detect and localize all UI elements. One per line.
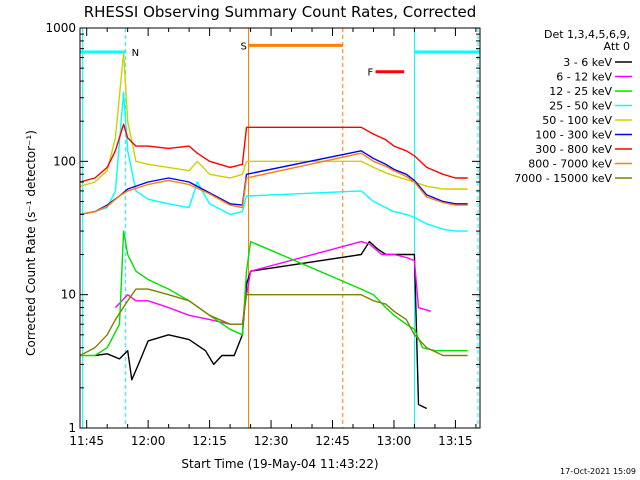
legend-label-12-25-kev: 12 - 25 keV: [549, 85, 612, 98]
legend: Det 1,3,4,5,6,9,Att 0 3 - 6 keV 6 - 12 keV…: [514, 28, 632, 185]
y-tick-label: 100: [53, 154, 76, 168]
flare-label: F: [368, 68, 374, 79]
x-tick-label: 12:45: [315, 434, 350, 448]
tick-layer: 11:45 12:00 12:15 12:30 12:45 13:00 13:15 1 10 10…: [45, 21, 480, 448]
series-line-3-6-kev: [94, 240, 428, 410]
annotation-layer: N S F: [80, 28, 480, 428]
series-line-12-25-kev: [80, 230, 468, 357]
legend-label-7000-15000-kev: 7000 - 15000 keV: [514, 172, 612, 185]
y-tick-label: 10: [61, 288, 76, 302]
night-label: N: [132, 48, 139, 59]
x-tick-label: 11:45: [69, 434, 104, 448]
legend-header-line: Det 1,3,4,5,6,9,: [544, 28, 630, 41]
legend-label-300-800-kev: 300 - 800 keV: [535, 143, 612, 156]
series-line-800-7000-kev: [79, 152, 468, 216]
series-line-100-300-kev: [79, 150, 468, 216]
saa-label: S: [241, 41, 247, 52]
legend-label-50-100-kev: 50 - 100 keV: [542, 114, 612, 127]
series-line-7000-15000-kev: [79, 288, 468, 357]
x-tick-label: 12:00: [131, 434, 166, 448]
x-tick-label: 13:15: [438, 434, 473, 448]
y-tick-label: 1: [68, 421, 76, 435]
legend-header-line: Att 0: [604, 40, 630, 53]
series-line-6-12-kev: [114, 240, 432, 325]
timestamp-footer: 17-Oct-2021 15:09: [560, 467, 636, 476]
series-line-25-50-kev: [79, 91, 468, 232]
legend-label-800-7000-kev: 800 - 7000 keV: [528, 158, 612, 171]
x-tick-label: 12:30: [254, 434, 289, 448]
y-axis-label: Corrected Count Rate (s⁻¹ detector⁻¹): [24, 130, 38, 356]
legend-label-25-50-kev: 25 - 50 keV: [549, 100, 612, 113]
series-layer: [79, 52, 468, 410]
series-line-300-800-kev: [79, 123, 468, 183]
chart-title: RHESSI Observing Summary Count Rates, Co…: [84, 3, 477, 21]
x-tick-label: 12:15: [192, 434, 227, 448]
x-tick-label: 13:00: [377, 434, 412, 448]
plot-frame: [79, 27, 481, 429]
legend-label-6-12-kev: 6 - 12 keV: [556, 71, 612, 84]
y-tick-label: 1000: [45, 21, 76, 35]
legend-label-3-6-kev: 3 - 6 keV: [563, 56, 612, 69]
x-axis-label: Start Time (19-May-04 11:43:22): [181, 457, 378, 471]
legend-label-100-300-kev: 100 - 300 keV: [535, 129, 612, 142]
